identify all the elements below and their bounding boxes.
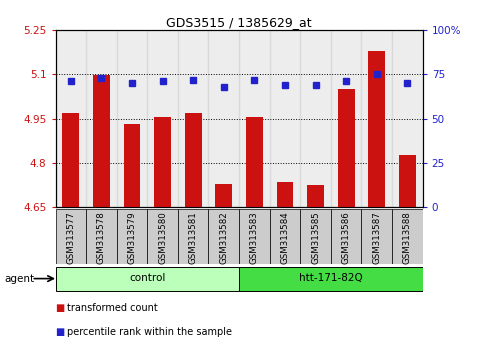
Bar <box>147 209 178 264</box>
Bar <box>154 117 171 207</box>
Bar <box>178 209 209 264</box>
Bar <box>270 209 300 264</box>
Bar <box>239 30 270 207</box>
Bar <box>300 30 331 207</box>
Text: GSM313580: GSM313580 <box>158 212 167 264</box>
Text: GSM313586: GSM313586 <box>341 212 351 264</box>
Bar <box>86 209 117 264</box>
Bar <box>56 30 86 207</box>
Text: GSM313588: GSM313588 <box>403 212 412 264</box>
Text: htt-171-82Q: htt-171-82Q <box>299 273 363 283</box>
Bar <box>300 209 331 264</box>
Bar <box>178 30 209 207</box>
Bar <box>93 75 110 207</box>
Text: transformed count: transformed count <box>67 303 157 313</box>
Bar <box>307 185 324 207</box>
Bar <box>185 113 201 207</box>
Text: GSM313579: GSM313579 <box>128 212 137 264</box>
Bar <box>277 182 293 207</box>
Bar <box>369 51 385 207</box>
Text: control: control <box>129 273 166 283</box>
Text: GSM313582: GSM313582 <box>219 212 228 264</box>
Bar <box>331 209 361 264</box>
Text: GSM313581: GSM313581 <box>189 212 198 264</box>
Bar <box>209 209 239 264</box>
Bar <box>239 209 270 264</box>
Bar <box>392 209 423 264</box>
Bar <box>56 209 86 264</box>
Bar <box>246 117 263 207</box>
Text: agent: agent <box>5 274 35 284</box>
Bar <box>331 30 361 207</box>
Text: percentile rank within the sample: percentile rank within the sample <box>67 327 232 337</box>
Bar <box>56 267 239 291</box>
Bar <box>215 184 232 207</box>
Text: GSM313585: GSM313585 <box>311 212 320 264</box>
Bar <box>338 88 355 207</box>
Text: ■: ■ <box>56 303 65 313</box>
Text: GSM313583: GSM313583 <box>250 212 259 264</box>
Bar <box>399 155 416 207</box>
Bar <box>392 30 423 207</box>
Text: GSM313577: GSM313577 <box>66 212 75 264</box>
Title: GDS3515 / 1385629_at: GDS3515 / 1385629_at <box>166 16 312 29</box>
Text: ■: ■ <box>56 327 65 337</box>
Bar <box>270 30 300 207</box>
Bar <box>239 267 423 291</box>
Bar <box>86 30 117 207</box>
Bar <box>361 209 392 264</box>
Bar <box>147 30 178 207</box>
Text: GSM313578: GSM313578 <box>97 212 106 264</box>
Text: GSM313587: GSM313587 <box>372 212 381 264</box>
Bar <box>62 113 79 207</box>
Text: GSM313584: GSM313584 <box>281 212 289 264</box>
Bar <box>117 30 147 207</box>
Bar <box>361 30 392 207</box>
Bar <box>117 209 147 264</box>
Bar <box>124 124 141 207</box>
Bar <box>209 30 239 207</box>
